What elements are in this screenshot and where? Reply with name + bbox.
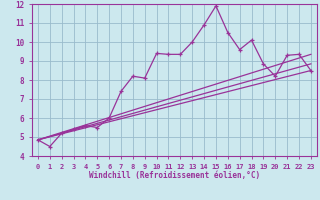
X-axis label: Windchill (Refroidissement éolien,°C): Windchill (Refroidissement éolien,°C) [89,171,260,180]
